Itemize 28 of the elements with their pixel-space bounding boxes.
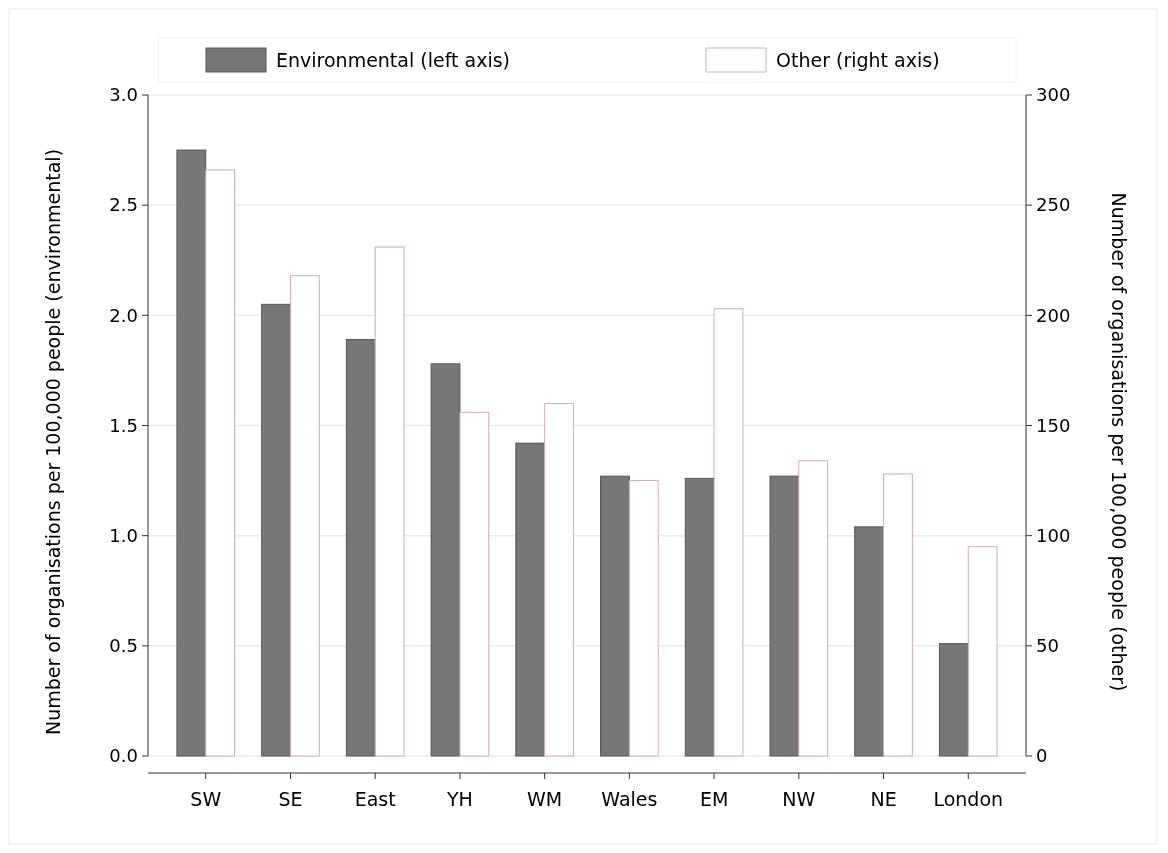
y2-tick-label: 300 [1036,84,1071,106]
y2-tick-label: 100 [1036,524,1071,546]
x-tick-label: SE [278,788,303,810]
x-tick-label: EM [699,788,729,810]
y2-tick-label: 150 [1036,414,1071,436]
x-tick-label: YH [445,788,473,810]
y2-axis-title: Number of organisations per 100,000 people (other) [1108,192,1130,692]
x-tick-label: London [933,788,1004,810]
legend-label: Environmental (left axis) [276,48,510,71]
x-tick-label: Wales [601,788,658,810]
y2-tick-label: 200 [1036,304,1071,326]
legend-label: Other (right axis) [776,48,940,71]
y-tick-label: 3.0 [109,84,138,106]
x-tick-label: WM [527,788,563,810]
x-tick-label: East [354,788,396,810]
y-tick-label: 2.0 [109,304,138,326]
y-tick-label: 1.0 [109,524,138,546]
y-tick-label: 0.0 [109,745,138,767]
y-tick-label: 0.5 [109,635,138,657]
y-axis-title: Number of organisations per 100,000 people (environmental) [42,148,64,736]
y2-tick-label: 50 [1036,635,1059,657]
x-tick-label: SW [190,788,222,810]
y2-tick-label: 250 [1036,194,1071,216]
x-tick-label: NE [870,788,897,810]
y-tick-label: 2.5 [109,194,138,216]
y2-tick-label: 0 [1036,745,1048,767]
x-tick-label: NW [782,788,816,810]
y-tick-label: 1.5 [109,414,138,436]
